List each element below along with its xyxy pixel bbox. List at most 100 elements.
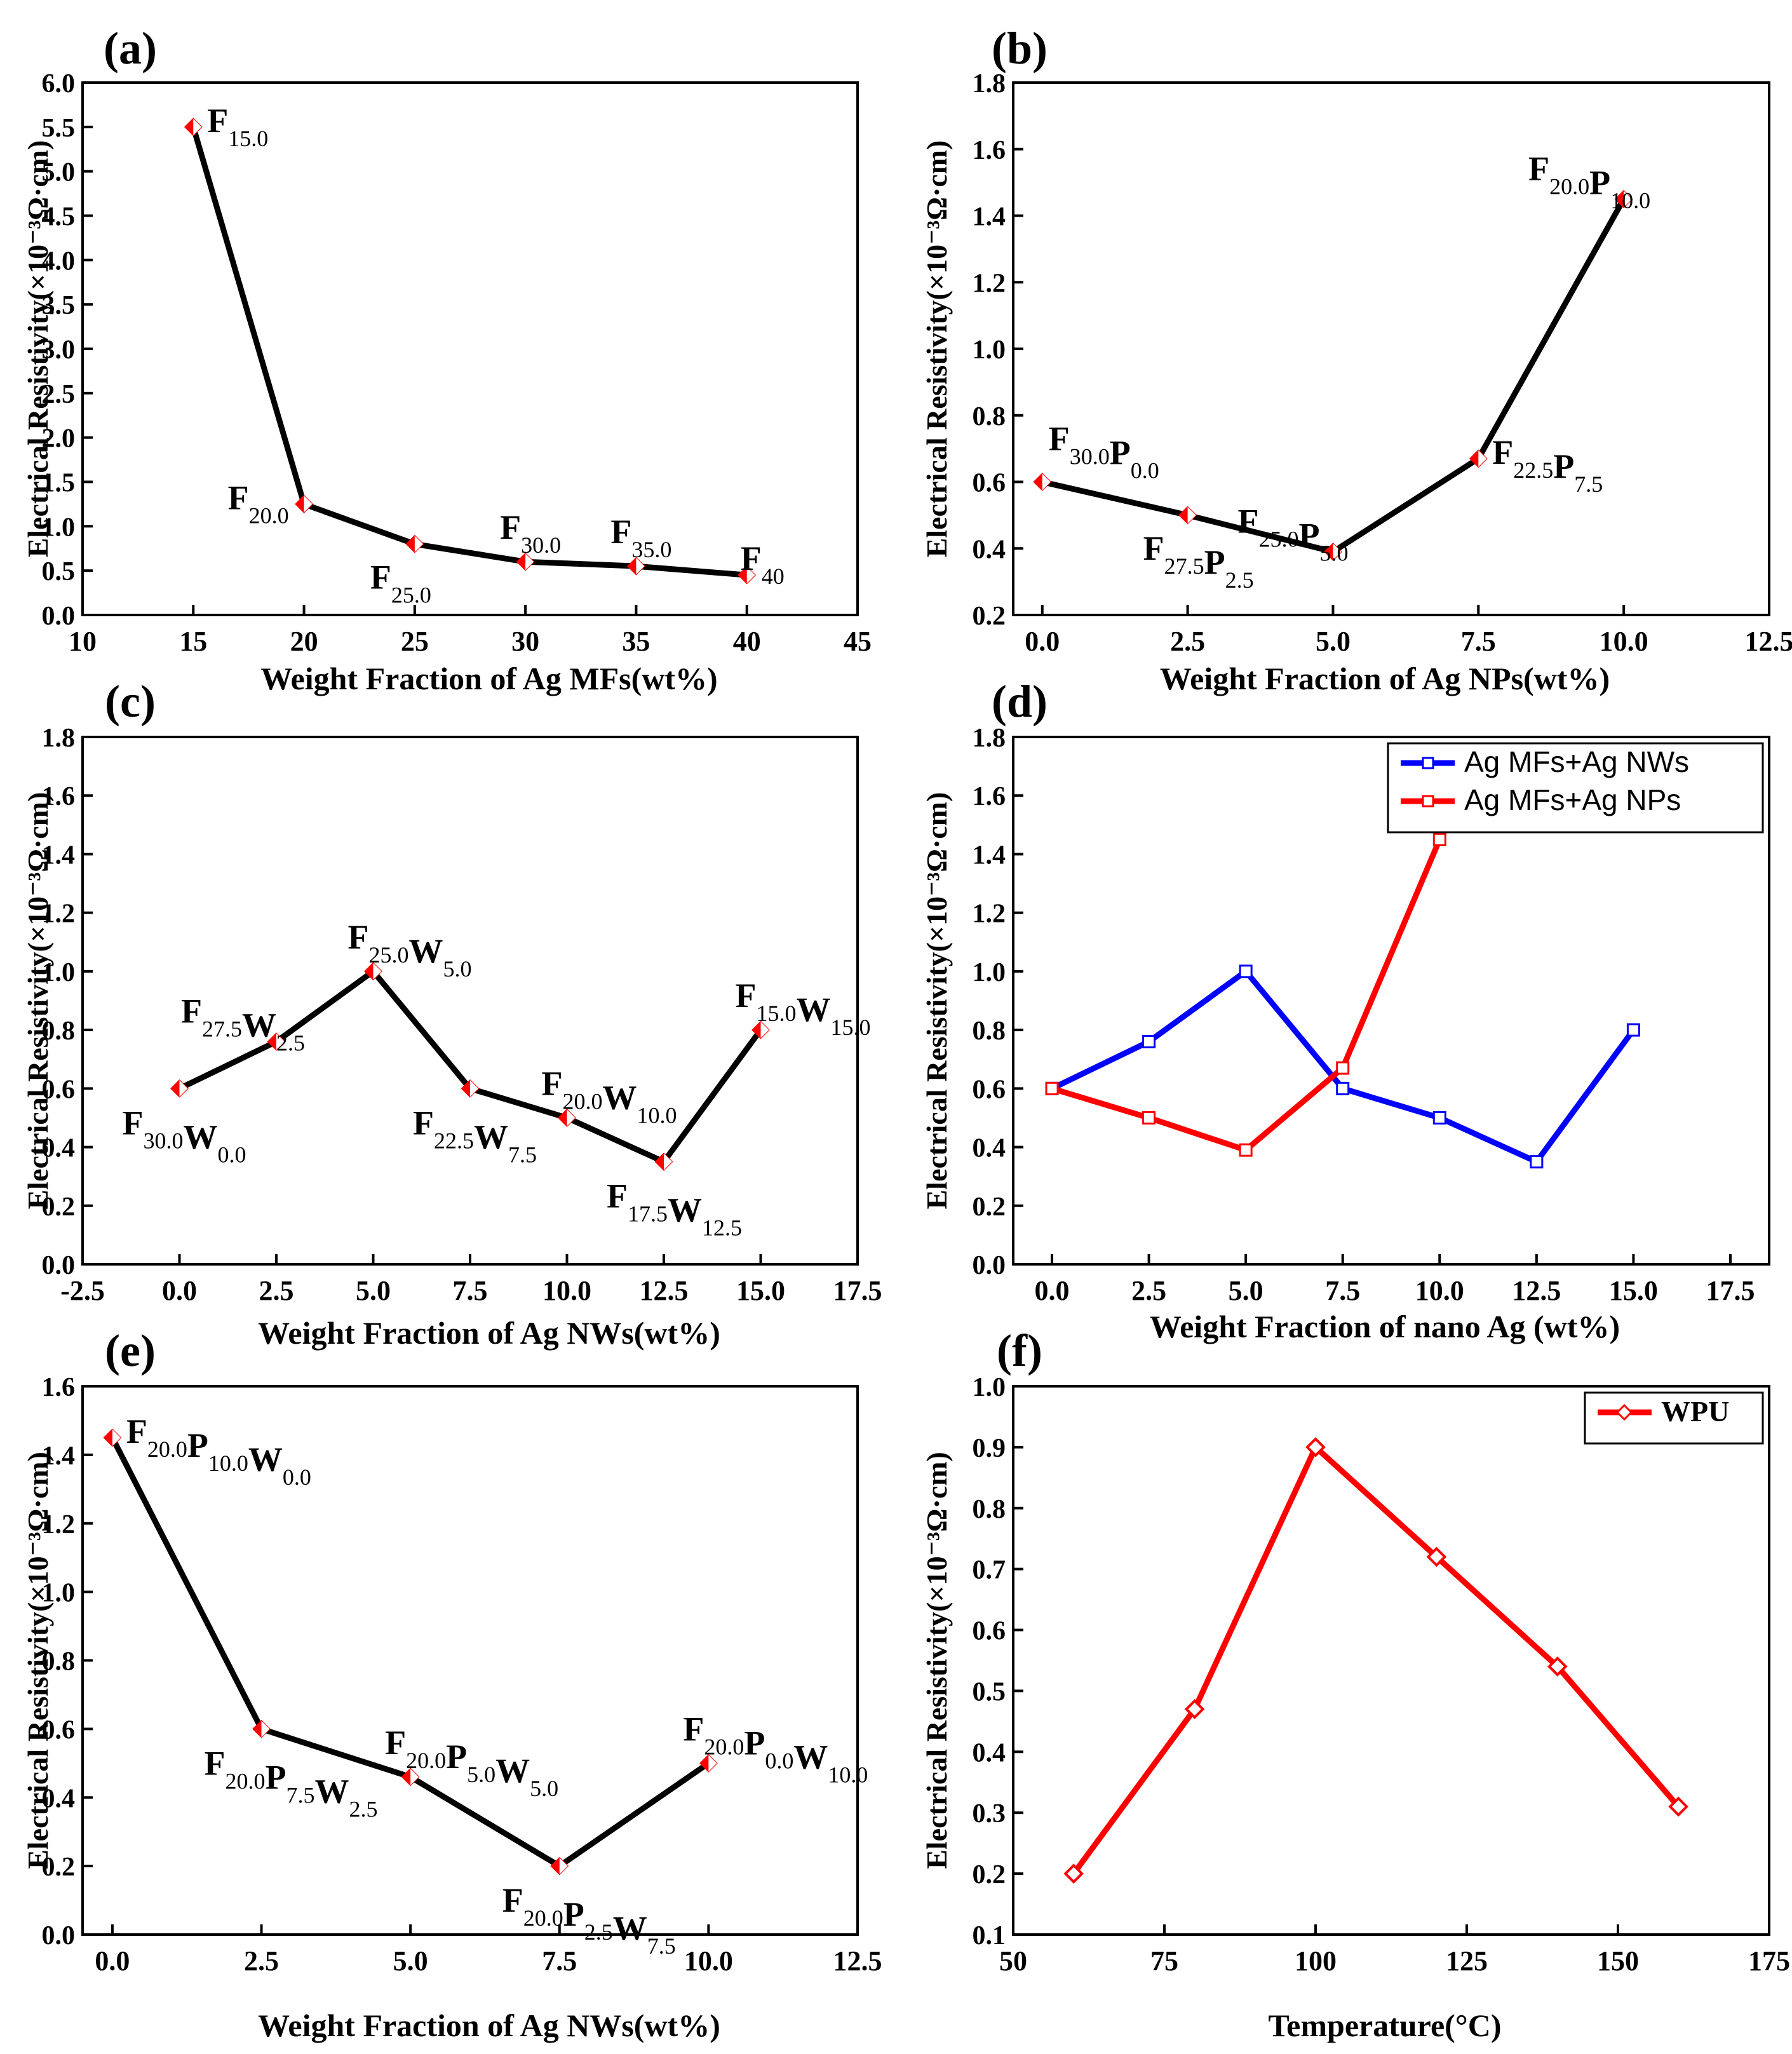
y-tick-label: 0.7: [973, 1556, 1006, 1585]
annotation-subscript: 15.0: [831, 1015, 871, 1040]
x-tick-label: 10: [69, 626, 97, 657]
annotation-main: F: [1492, 433, 1513, 471]
x-tick-label: -2.5: [60, 1275, 105, 1306]
x-tick-label: 2.5: [1131, 1275, 1166, 1306]
y-tick-label: 0.6: [42, 1075, 76, 1104]
data-point: [1045, 1081, 1059, 1095]
x-tick-label: 12.5: [1745, 626, 1792, 657]
y-tick-label: 0.1: [973, 1921, 1006, 1950]
y-tick-label: 0.8: [973, 402, 1006, 431]
annotation-main: F: [205, 1744, 226, 1782]
y-tick-label: 0.8: [973, 1017, 1006, 1046]
y-tick-label: 0.5: [973, 1677, 1006, 1706]
data-point-half: [179, 1080, 188, 1097]
data-point-half: [1333, 543, 1342, 560]
legend-marker: [1615, 1403, 1633, 1421]
data-point-half: [112, 1429, 121, 1446]
annotation-main: P: [1204, 543, 1225, 581]
data-point-half: [373, 963, 382, 980]
y-tick-label: 0.4: [42, 1134, 76, 1163]
annotation-main: F: [207, 102, 228, 140]
panel-label: (b): [992, 23, 1048, 74]
annotation-subscript: 2.5: [276, 1030, 305, 1056]
y-axis-label: Electrical Resistivity(×10⁻³Ω·cm): [22, 140, 54, 558]
y-tick-label: 1.6: [973, 136, 1006, 165]
annotation-main: F: [736, 976, 757, 1015]
y-tick-label: 0.0: [42, 1921, 76, 1950]
y-tick-label: 1.6: [42, 782, 76, 811]
annotation-subscript: 10.0: [637, 1102, 677, 1128]
annotation-main: F: [126, 1412, 147, 1450]
data-point: [1432, 1111, 1446, 1125]
annotation-main: F: [741, 539, 762, 578]
annotation-main: F: [370, 558, 391, 596]
y-tick-label: 0.6: [973, 1617, 1006, 1646]
x-tick-label: 15.0: [736, 1275, 785, 1306]
series-line-0: [190, 126, 748, 578]
y-tick-label: 1.6: [973, 782, 1006, 811]
annotation-subscript: 0.0: [218, 1142, 246, 1167]
data-point-half: [1187, 506, 1196, 524]
chart-panel-2: (c)-2.5 0.0 2.5 5.0 7.5 10.0 12.5 15.0 17.50.00.…: [22, 676, 882, 1351]
series-line-0: [1041, 198, 1627, 555]
y-tick-label: 1.2: [42, 900, 76, 929]
annotation-subscript: 40: [762, 564, 785, 589]
x-tick-label: 0.0: [162, 1275, 197, 1306]
point-annotation: F22.5W7.5: [413, 1104, 537, 1167]
x-tick-label: 7.5: [1325, 1275, 1360, 1306]
chart-panel-3: (d) 0.0 2.5 5.0 7.5 10.0 12.5 15.0 17.5 0.0 0.2 0.4…: [920, 676, 1770, 1344]
y-tick-label: 0.3: [973, 1799, 1006, 1828]
annotation-subscript: 27.5: [202, 1017, 242, 1042]
annotation-main: W: [474, 1118, 508, 1156]
annotation-subscript: 0.0: [765, 1748, 793, 1773]
data-point: [1239, 1143, 1253, 1157]
y-tick-label: 1.8: [973, 69, 1006, 98]
annotation-main: W: [603, 1078, 637, 1116]
data-point-half: [410, 1768, 419, 1785]
y-tick-label: 3.5: [42, 291, 76, 320]
x-tick-label: 0.0: [95, 1945, 130, 1976]
y-tick-label: 0.4: [973, 1134, 1006, 1163]
point-annotation: F20.0P7.5W2.5: [205, 1744, 378, 1821]
annotation-main: W: [668, 1191, 702, 1229]
plot-frame: [1012, 1385, 1770, 1936]
annotation-subscript: 10.0: [1610, 187, 1650, 213]
point-annotation: F30.0W0.0: [123, 1104, 246, 1167]
panel-label: (f): [997, 1325, 1042, 1376]
x-tick-label: 10.0: [542, 1275, 591, 1306]
plot-frame: [1012, 81, 1770, 616]
plot-frame: [1012, 736, 1770, 1266]
y-tick-label: 1.0: [42, 513, 76, 542]
annotation-main: W: [315, 1772, 349, 1810]
legend-label: Ag MFs+Ag NWs: [1464, 745, 1689, 778]
point-annotation: F20.0P10.0W0.0: [126, 1412, 311, 1490]
annotation-subscript: 27.5: [1164, 553, 1204, 579]
y-tick-label: 2.5: [42, 380, 76, 409]
x-tick-label: 12.5: [1512, 1275, 1561, 1306]
data-point: [1626, 1023, 1640, 1037]
annotation-main: W: [613, 1909, 647, 1947]
y-tick-label: 1.2: [973, 900, 1006, 929]
annotation-main: F: [1237, 502, 1258, 540]
x-tick-label: 100: [1295, 1945, 1337, 1976]
x-tick-label: 5.0: [393, 1945, 428, 1976]
y-tick-label: 5.0: [42, 158, 76, 187]
annotation-main: F: [181, 992, 202, 1030]
x-tick-label: 12.5: [833, 1945, 882, 1976]
y-tick-label: 1.8: [973, 724, 1006, 753]
x-tick-label: 30: [511, 626, 539, 657]
x-tick-label: 5.0: [1229, 1275, 1263, 1306]
x-tick-label: 75: [1150, 1945, 1178, 1976]
annotation-subscript: 30.0: [144, 1128, 184, 1153]
y-tick-label: 3.0: [42, 335, 76, 365]
plot-frame: [81, 81, 859, 616]
data-point-half: [1624, 191, 1633, 208]
x-tick-label: 17.5: [1706, 1275, 1755, 1306]
annotation-subscript: 0.0: [283, 1464, 311, 1490]
legend-label: Ag MFs+Ag NPs: [1464, 783, 1681, 816]
point-annotation: F25.0: [370, 558, 431, 607]
x-tick-label: 15.0: [1609, 1275, 1658, 1306]
data-point: [1530, 1155, 1544, 1169]
annotation-subscript: 7.5: [647, 1933, 676, 1959]
data-point-half: [567, 1109, 576, 1126]
